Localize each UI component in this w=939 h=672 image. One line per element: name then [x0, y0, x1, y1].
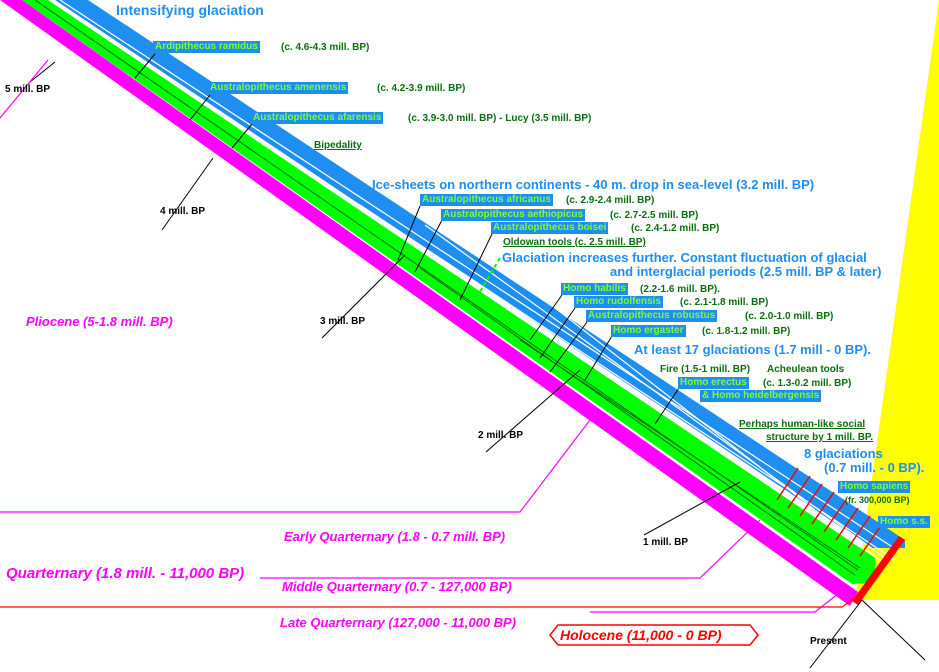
event-oldowan-tools: Oldowan tools (c. 2.5 mill. BP)	[503, 237, 646, 248]
species-leaders	[134, 53, 680, 425]
species-australopithecus-afarensis: Australopithecus afarensis	[251, 112, 384, 124]
period-leaders	[0, 59, 849, 613]
holocene-wedge	[852, 536, 905, 605]
species-australopithecus-afarensis-date: (c. 3.9-3.0 mill. BP) - Lucy (3.5 mill. …	[408, 113, 592, 124]
species-ardipithecus-ramidus: Ardipithecus ramidus	[153, 41, 260, 53]
marker-5-mill: 5 mill. BP	[5, 84, 51, 95]
green-lineages	[34, 0, 861, 576]
marker-2-mill: 2 mill. BP	[478, 430, 524, 441]
species-homo-sapiens-date: (fr. 300,000 BP)	[845, 495, 910, 505]
event-acheulean-tools: Acheulean tools	[767, 364, 845, 375]
caption-8-glaciations-2: (0.7 mill. - 0 BP).	[824, 460, 925, 475]
marker-present: Present	[810, 636, 847, 647]
caption-17-glaciations: At least 17 glaciations (1.7 mill - 0 BP…	[634, 342, 871, 357]
period-quarternary: Quarternary (1.8 mill. - 11,000 BP)	[6, 565, 245, 582]
timeline-band	[0, 0, 858, 606]
event-social-line-1: Perhaps human-like social	[739, 419, 866, 430]
species-homo-ergaster: Homo ergaster	[611, 325, 686, 337]
species-homo-habilis: Homo habilis	[561, 283, 628, 295]
species-homo-sapiens: Homo sapiens	[838, 481, 911, 493]
event-social-line-2: structure by 1 mill. BP.	[766, 432, 874, 443]
page-title: Intensifying glaciation	[116, 2, 264, 18]
species-australopithecus-aethiopicus-date: (c. 2.7-2.5 mill. BP)	[610, 210, 699, 221]
species-australopithecus-amenensis-date: (c. 4.2-3.9 mill. BP)	[377, 83, 466, 94]
species-homo-habilis-date: (2.2-1.6 mill. BP).	[640, 284, 721, 295]
species-australopithecus-africanus-date: (c. 2.9-2.4 mill. BP)	[566, 195, 655, 206]
caption-8-glaciations-1: 8 glaciations	[804, 446, 883, 461]
period-early-quarternary: Early Quarternary (1.8 - 0.7 mill. BP)	[284, 529, 506, 544]
period-late-quarternary: Late Quarternary (127,000 - 11,000 BP)	[280, 615, 517, 630]
species-homo-erectus-date: (c. 1.3-0.2 mill. BP)	[763, 378, 852, 389]
marker-4-mill: 4 mill. BP	[160, 206, 206, 217]
hominin-band	[22, 0, 875, 584]
species-australopithecus-africanus: Australopithecus africanus	[420, 194, 553, 206]
species-homo-rudolfensis: Homo rudolfensis	[574, 296, 664, 308]
species-australopithecus-boisei-date: (c. 2.4-1.2 mill. BP)	[631, 223, 720, 234]
species-australopithecus-robustus-date: (c. 2.0-1.0 mill. BP)	[745, 311, 834, 322]
glaciation-ticks	[776, 467, 883, 557]
species-australopithecus-boisei: Australopithecus boisei	[491, 222, 609, 234]
period-middle-quarternary: Middle Quarternary (0.7 - 127,000 BP)	[282, 579, 512, 594]
species-homo-heidelbergensis: & Homo heidelbergensis	[700, 390, 822, 402]
event-bipedality: Bipedality	[314, 140, 362, 151]
marker-1-mill: 1 mill. BP	[643, 537, 689, 548]
holocene-leader	[0, 593, 861, 608]
species-ardipithecus-ramidus-date: (c. 4.6-4.3 mill. BP)	[281, 42, 370, 53]
period-pliocene: Pliocene (5-1.8 mill. BP)	[26, 314, 173, 329]
species-homo-ergaster-date: (c. 1.8-1.2 mill. BP)	[702, 326, 791, 337]
light-cone	[855, 0, 939, 600]
lineage-lines	[59, 0, 901, 563]
species-australopithecus-amenensis: Australopithecus amenensis	[208, 82, 349, 94]
caption-ice-sheets: Ice-sheets on northern continents - 40 m…	[372, 177, 815, 192]
species-homo-ss: Homo s.s.	[878, 516, 930, 528]
marker-3-mill: 3 mill. BP	[320, 316, 366, 327]
species-australopithecus-robustus: Australopithecus robustus	[586, 310, 718, 322]
caption-glaciation-increases-1: Glaciation increases further. Constant f…	[502, 250, 867, 265]
species-homo-rudolfensis-date: (c. 2.1-1.8 mill. BP)	[680, 297, 769, 308]
caption-glaciation-increases-2: and interglacial periods (2.5 mill. BP &…	[610, 264, 882, 279]
oldowan-pointer	[474, 257, 501, 301]
holocene-badge	[549, 624, 759, 646]
period-holocene: Holocene (11,000 - 0 BP)	[560, 627, 722, 643]
species-australopithecus-aethiopicus: Australopithecus aethiopicus	[441, 209, 586, 221]
species-homo-erectus: Homo erectus	[678, 377, 749, 389]
event-fire: Fire (1.5-1 mill. BP)	[660, 364, 751, 375]
time-leaders	[29, 61, 926, 669]
